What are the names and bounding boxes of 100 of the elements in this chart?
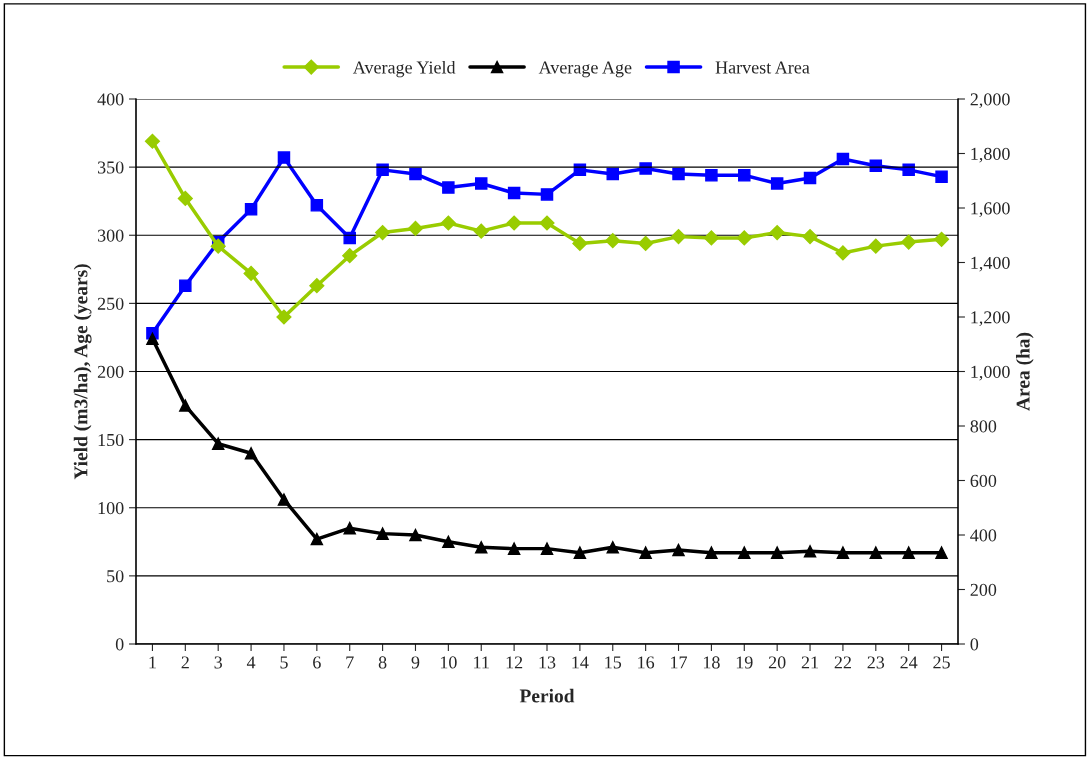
x-tick-label: 9 bbox=[411, 656, 420, 669]
point bbox=[507, 542, 521, 555]
point bbox=[901, 234, 917, 250]
point bbox=[802, 229, 818, 245]
point bbox=[473, 223, 489, 239]
point bbox=[573, 546, 587, 559]
point bbox=[703, 230, 719, 246]
point bbox=[277, 493, 291, 506]
point bbox=[868, 238, 884, 254]
x-tick-label: 7 bbox=[346, 656, 354, 669]
point bbox=[638, 235, 654, 251]
point bbox=[803, 545, 817, 558]
point bbox=[606, 541, 620, 554]
x-tick-label: 18 bbox=[703, 656, 720, 669]
x-tick-label: 24 bbox=[900, 656, 918, 669]
point bbox=[670, 229, 687, 245]
point bbox=[179, 279, 192, 292]
point bbox=[342, 248, 358, 264]
x-tick-label: 12 bbox=[506, 656, 523, 669]
point bbox=[935, 546, 948, 559]
point bbox=[343, 521, 356, 535]
x-tick-label: 17 bbox=[671, 656, 688, 669]
y-tick-label: 150 bbox=[98, 433, 124, 447]
point bbox=[540, 542, 554, 555]
x-tick-label: 16 bbox=[638, 656, 655, 669]
point bbox=[605, 233, 621, 249]
point bbox=[769, 224, 785, 241]
point bbox=[474, 177, 488, 190]
point bbox=[835, 245, 851, 261]
point bbox=[705, 169, 718, 182]
y-tick-label: 100 bbox=[98, 502, 124, 515]
point bbox=[836, 546, 850, 559]
point bbox=[177, 190, 193, 207]
x-tick-label: 13 bbox=[539, 656, 556, 669]
point bbox=[309, 278, 325, 294]
y-tick-label: 400 bbox=[97, 93, 124, 106]
y2-tick-label: 1,600 bbox=[971, 202, 1010, 218]
point bbox=[179, 399, 192, 412]
point bbox=[376, 527, 389, 540]
y-tick-label: 50 bbox=[107, 570, 124, 583]
point bbox=[736, 230, 752, 246]
point bbox=[310, 532, 324, 546]
y2-tick-label: 1,200 bbox=[971, 311, 1010, 327]
x-tick-label: 5 bbox=[280, 656, 288, 669]
point bbox=[539, 215, 555, 231]
y-tick-label: 0 bbox=[115, 638, 124, 651]
point bbox=[770, 546, 784, 559]
x-tick-label: 1 bbox=[149, 656, 156, 669]
point bbox=[474, 541, 488, 554]
x-tick-label: 10 bbox=[440, 656, 457, 669]
point bbox=[540, 188, 554, 201]
point bbox=[935, 170, 948, 183]
x-tick-label: 6 bbox=[313, 656, 321, 669]
point bbox=[572, 235, 588, 251]
point bbox=[409, 167, 422, 181]
y2-tick-label: 1,400 bbox=[971, 256, 1010, 272]
x-tick-label: 2 bbox=[181, 656, 189, 669]
point bbox=[803, 171, 817, 185]
x-tick-label: 3 bbox=[214, 656, 223, 669]
point bbox=[409, 528, 422, 542]
point bbox=[770, 177, 784, 190]
y2-axis-title: Area (ha) bbox=[1015, 332, 1034, 411]
point bbox=[276, 309, 292, 325]
x-tick-label: 25 bbox=[933, 656, 950, 669]
legend-label: Harvest Area bbox=[715, 61, 810, 74]
y-tick-label: 350 bbox=[97, 161, 124, 174]
point bbox=[210, 238, 226, 254]
y2-tick-label: 600 bbox=[970, 474, 997, 487]
x-tick-label: 22 bbox=[834, 656, 851, 669]
point bbox=[738, 169, 751, 182]
point bbox=[146, 332, 159, 346]
y2-tick-label: 0 bbox=[970, 638, 979, 651]
legend-label: Average Yield bbox=[352, 60, 456, 78]
y2-tick-label: 800 bbox=[970, 420, 997, 433]
point bbox=[506, 215, 522, 231]
point bbox=[869, 546, 883, 559]
point bbox=[243, 265, 259, 281]
point bbox=[211, 437, 225, 450]
point bbox=[672, 167, 685, 181]
point bbox=[407, 220, 424, 237]
point bbox=[277, 151, 291, 164]
x-tick-label: 4 bbox=[246, 656, 256, 669]
y2-tick-label: 1,800 bbox=[971, 147, 1010, 163]
y2-tick-label: 400 bbox=[970, 529, 997, 542]
point bbox=[836, 152, 850, 166]
point bbox=[639, 546, 652, 559]
point bbox=[639, 162, 652, 175]
x-tick-label: 8 bbox=[378, 656, 387, 669]
x-tick-label: 15 bbox=[605, 656, 622, 669]
y-axis-title: Yield (m3/ha), Age (years) bbox=[73, 264, 92, 480]
x-tick-label: 14 bbox=[572, 656, 589, 669]
point bbox=[310, 199, 324, 212]
point bbox=[343, 231, 356, 245]
legend-label: Average Age bbox=[538, 61, 632, 78]
point bbox=[705, 546, 718, 559]
point bbox=[902, 546, 915, 559]
y2-tick-label: 1,000 bbox=[971, 365, 1010, 381]
point bbox=[440, 215, 456, 231]
y2-tick-label: 200 bbox=[970, 583, 997, 596]
y2-tick-label: 2,000 bbox=[970, 93, 1010, 109]
